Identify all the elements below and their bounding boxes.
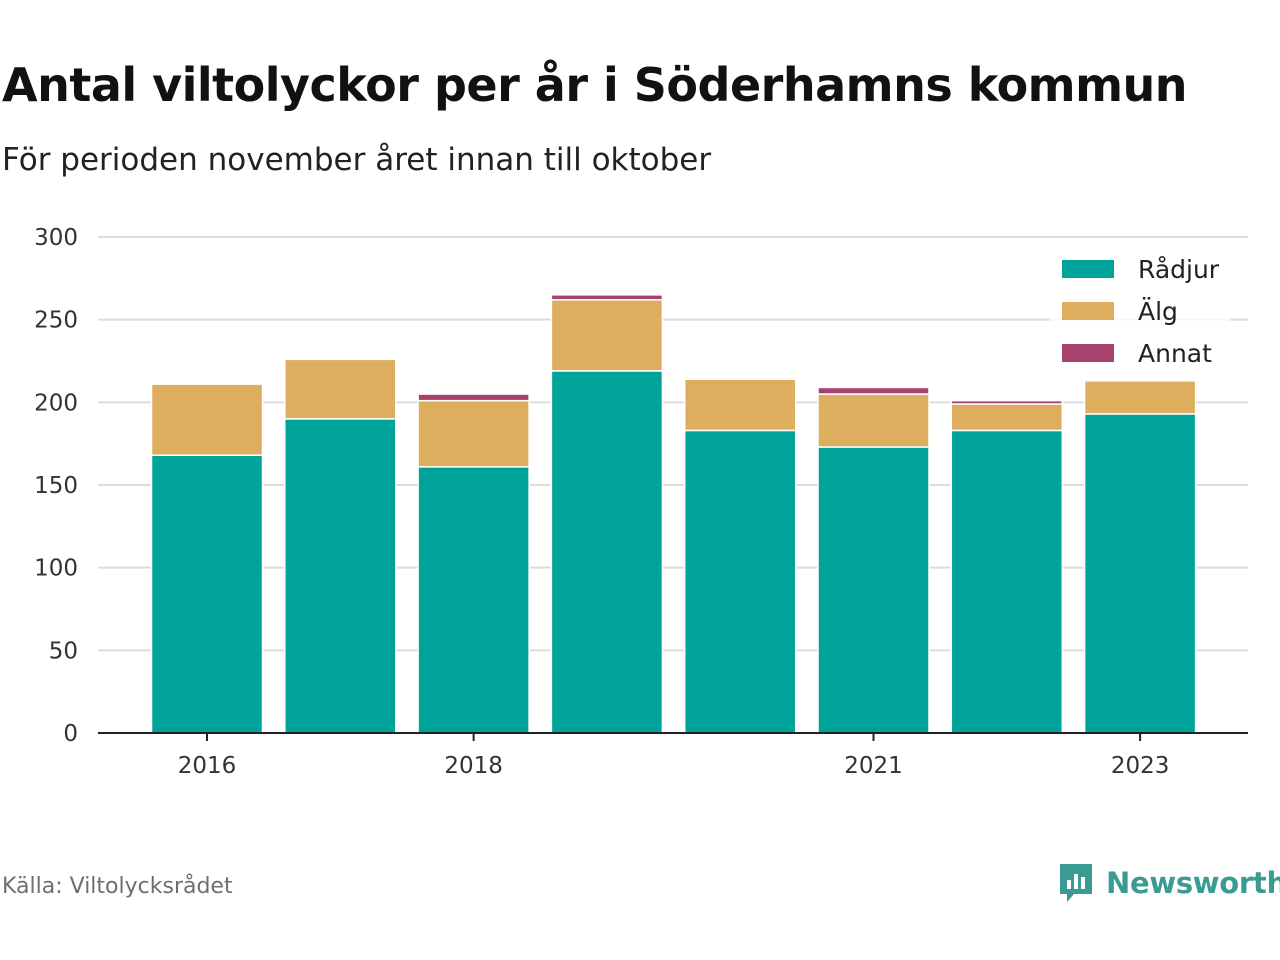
x-axis: 2016 2018 2021 2023 — [98, 732, 1248, 779]
bar-annat-2021 — [817, 386, 930, 395]
bar-älg-2020 — [683, 378, 797, 432]
y-axis-ticks: 0 50 100 150 200 250 300 — [34, 225, 78, 747]
stacked-bar-chart: 0 50 100 150 200 250 300 2016 2018 2021 2023 Rådj… — [34, 225, 1248, 779]
x-tick-label: 2021 — [844, 753, 903, 779]
legend-label: Annat — [1138, 339, 1212, 368]
newsworthy-logo-icon — [1060, 864, 1092, 902]
y-tick-label: 0 — [63, 721, 78, 747]
bar-älg-2018 — [417, 399, 530, 468]
x-tick-label: 2023 — [1111, 753, 1170, 779]
legend: Rådjur Älg Annat — [1050, 250, 1230, 380]
bar-rådjur-2023 — [1083, 413, 1197, 734]
y-tick-label: 250 — [34, 308, 78, 334]
bar-rådjur-2019 — [550, 370, 664, 734]
brand-logo[interactable]: Newsworthy — [1058, 862, 1280, 904]
y-tick-label: 100 — [34, 556, 78, 582]
bar-älg-2023 — [1083, 380, 1197, 415]
legend-swatch-älg — [1062, 302, 1114, 320]
bar-rådjur-2022 — [950, 429, 1064, 734]
bar-annat-2019 — [550, 294, 664, 301]
x-tick-label: 2016 — [178, 753, 237, 779]
legend-swatch-rådjur — [1062, 260, 1114, 278]
bar-älg-2019 — [550, 299, 664, 372]
legend-swatch-annat — [1062, 344, 1114, 362]
y-tick-label: 50 — [49, 638, 78, 664]
brand-name: Newsworthy — [1106, 866, 1280, 900]
bar-annat-2018 — [417, 393, 530, 402]
legend-label: Älg — [1138, 297, 1178, 326]
bar-rådjur-2018 — [417, 466, 530, 734]
bar-älg-2017 — [284, 358, 397, 420]
bar-annat-2022 — [950, 399, 1064, 405]
legend-label: Rådjur — [1138, 255, 1220, 284]
bar-rådjur-2017 — [284, 418, 397, 734]
chart-subtitle: För perioden november året innan till ok… — [2, 142, 712, 178]
chart-title: Antal viltolyckor per år i Söderhamns ko… — [2, 58, 1188, 112]
y-tick-label: 300 — [34, 225, 78, 251]
source-note: Källa: Viltolycksrådet — [2, 874, 233, 899]
bar-älg-2021 — [817, 393, 930, 448]
bars — [150, 294, 1197, 734]
bar-älg-2016 — [150, 383, 264, 456]
bar-älg-2022 — [950, 403, 1064, 432]
y-tick-label: 200 — [34, 390, 78, 416]
x-tick-label: 2018 — [444, 753, 503, 779]
bar-rådjur-2020 — [683, 429, 797, 734]
y-tick-label: 150 — [34, 473, 78, 499]
bar-rådjur-2016 — [150, 454, 264, 734]
bar-rådjur-2021 — [817, 446, 930, 734]
